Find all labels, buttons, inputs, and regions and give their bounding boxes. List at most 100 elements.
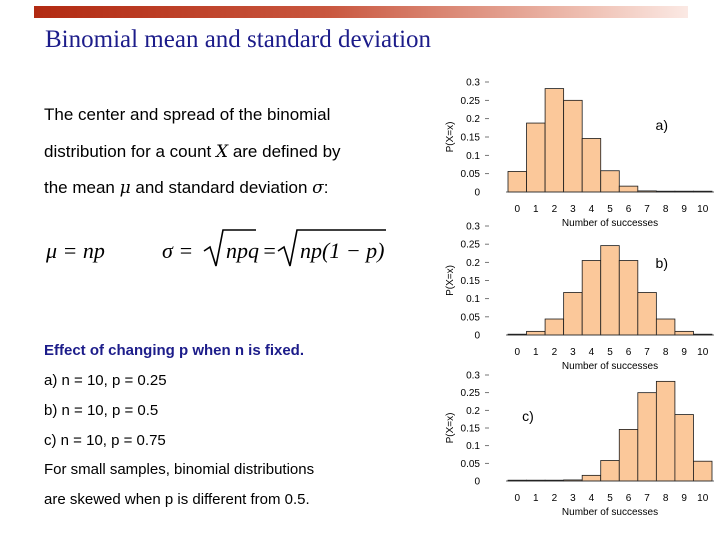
count-symbol: X — [215, 142, 229, 162]
y-tick-label: 0.15 — [461, 276, 481, 287]
bar-3 — [563, 292, 583, 336]
sqrt-sign — [277, 229, 386, 267]
x-tick-label: 0 — [514, 347, 520, 358]
y-tick-label: 0.2 — [466, 258, 480, 269]
x-tick-label: 3 — [570, 493, 576, 504]
x-tick-label: 9 — [681, 347, 687, 358]
y-tick-label: 0 — [474, 331, 480, 342]
x-tick-label: 5 — [607, 347, 613, 358]
x-tick-label: 8 — [663, 493, 669, 504]
x-tick-label: 10 — [697, 493, 709, 504]
x-tick-label: 8 — [663, 204, 669, 215]
y-tick-label: 0.2 — [466, 114, 480, 125]
x-axis-label: Number of successes — [562, 218, 658, 229]
y-tick-label: 0.3 — [466, 222, 480, 233]
x-axis-label: Number of successes — [562, 361, 658, 372]
intro-line-3: the mean μ and standard deviation σ: — [44, 178, 328, 198]
y-tick-label: 0.1 — [466, 151, 480, 162]
x-tick-label: 3 — [570, 204, 576, 215]
bar-5 — [600, 245, 620, 336]
formula-sd-lhs: σ = — [162, 238, 193, 263]
bar-9 — [674, 414, 694, 482]
x-tick-label: 6 — [626, 493, 632, 504]
x-tick-label: 4 — [589, 493, 595, 504]
sqrt-sign — [203, 229, 256, 267]
case-a: a) n = 10, p = 0.25 — [44, 372, 167, 389]
formula-sd-rhs: np(1 − p) — [300, 238, 385, 263]
x-tick-label: 2 — [552, 493, 558, 504]
panel-label: b) — [656, 255, 668, 271]
bar-5 — [600, 170, 620, 193]
panel-label: a) — [656, 117, 668, 133]
bar-3 — [563, 99, 583, 193]
chart-a: P(X=x) 0 0.05 0.1 0.15 0.2 0.25 0.3 0 1 2 3 4 5 6 7 8 9 10… — [438, 72, 720, 235]
y-tick-label: 0.3 — [466, 371, 480, 382]
x-tick-label: 0 — [514, 493, 520, 504]
note-line-2: are skewed when p is different from 0.5. — [44, 491, 310, 508]
chart-svg: P(X=x) 0 0.05 0.1 0.15 0.2 0.25 0.3 0 1 2 3 4 5 6 7 8 9 10… — [445, 222, 714, 372]
x-tick-label: 9 — [681, 493, 687, 504]
x-tick-label: 0 — [514, 204, 520, 215]
case-c: c) n = 10, p = 0.75 — [44, 432, 166, 449]
y-tick-label: 0.15 — [461, 424, 481, 435]
x-tick-label: 7 — [644, 204, 650, 215]
bar-6 — [618, 429, 639, 482]
y-tick-label: 0.1 — [466, 294, 480, 305]
y-axis-label: P(X=x) — [445, 265, 456, 296]
bar-10 — [693, 460, 713, 482]
x-tick-label: 5 — [607, 204, 613, 215]
bar-8 — [655, 318, 676, 336]
x-tick-label: 7 — [644, 493, 650, 504]
y-tick-label: 0.25 — [461, 240, 481, 251]
bar-8 — [655, 380, 676, 482]
case-b: b) n = 10, p = 0.5 — [44, 402, 159, 419]
bar-7 — [637, 292, 657, 336]
bar-2 — [544, 318, 565, 336]
bar-9 — [674, 330, 694, 336]
x-tick-label: 1 — [533, 493, 539, 504]
intro-text: and standard deviation — [130, 178, 313, 197]
x-tick-label: 1 — [533, 204, 539, 215]
slide-title: Binomial mean and standard deviation — [45, 26, 432, 53]
intro-text: the mean — [44, 178, 120, 197]
x-tick-label: 8 — [663, 347, 669, 358]
note-line-1: For small samples, binomial distribution… — [44, 461, 315, 478]
y-tick-label: 0.15 — [461, 133, 481, 144]
y-tick-label: 0.2 — [466, 406, 480, 417]
bar-1 — [526, 330, 546, 336]
bar-6 — [618, 260, 639, 336]
formula-sd-eq: = — [262, 238, 277, 263]
x-tick-label: 3 — [570, 347, 576, 358]
x-axis-label: Number of successes — [562, 507, 658, 518]
y-tick-label: 0.05 — [461, 459, 481, 470]
y-axis-label: P(X=x) — [445, 122, 456, 153]
y-tick-label: 0.25 — [461, 388, 481, 399]
y-tick-label: 0 — [474, 188, 480, 199]
formula-mean: μ = np — [46, 238, 105, 263]
y-tick-label: 0.1 — [466, 441, 480, 452]
x-tick-label: 6 — [626, 347, 632, 358]
x-tick-label: 2 — [552, 204, 558, 215]
y-tick-label: 0.3 — [466, 78, 480, 89]
y-tick-label: 0.25 — [461, 96, 481, 107]
chart-svg: P(X=x) 0 0.05 0.1 0.15 0.2 0.25 0.3 0 1 2 3 4 5 6 7 8 9 10… — [445, 78, 714, 229]
panel-label: c) — [522, 408, 534, 424]
sigma-symbol: σ — [312, 178, 324, 198]
bar-6 — [618, 185, 639, 193]
x-tick-label: 2 — [552, 347, 558, 358]
bar-4 — [581, 138, 602, 193]
x-tick-label: 5 — [607, 493, 613, 504]
intro-text: are defined by — [228, 142, 341, 161]
chart-c: P(X=x) 0 0.05 0.1 0.15 0.2 0.25 0.3 0 1 2 3 4 5 6 7 8 9 10… — [438, 365, 720, 528]
bar-4 — [581, 260, 602, 336]
mu-symbol: μ — [119, 178, 131, 198]
x-tick-label: 6 — [626, 204, 632, 215]
bar-7 — [637, 392, 657, 482]
x-tick-label: 9 — [681, 204, 687, 215]
x-tick-label: 7 — [644, 347, 650, 358]
bar-5 — [600, 460, 620, 482]
y-tick-label: 0.05 — [461, 312, 481, 323]
formula-block: μ = np σ = npq = np(1 − p) — [46, 229, 386, 267]
x-tick-label: 10 — [697, 347, 709, 358]
intro-line-1: The center and spread of the binomial — [44, 105, 331, 124]
